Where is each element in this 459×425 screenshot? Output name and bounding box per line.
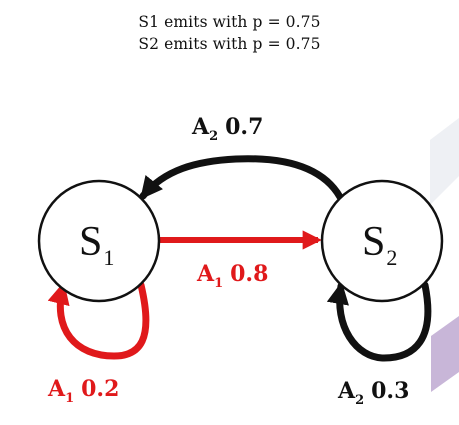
label-s2-to-s1-subscript: 2 <box>209 129 218 144</box>
label-s2-self: A2 0.3 <box>337 378 409 408</box>
decor-gray-shape <box>430 118 459 205</box>
label-s1-to-s2-prob: 0.8 <box>230 261 268 287</box>
state-s1-circle <box>37 179 161 303</box>
label-s1-to-s2: A1 0.8 <box>196 261 268 291</box>
label-s1-self-prob: 0.2 <box>81 376 119 402</box>
label-s1-self-letter: A <box>47 376 66 402</box>
label-s1-self-subscript: 1 <box>65 391 74 406</box>
label-s2-self-letter: A <box>337 378 356 404</box>
label-s1-to-s2-subscript: 1 <box>214 276 223 291</box>
label-s2-self-subscript: 2 <box>355 393 364 408</box>
svg-text:S2: S2 <box>362 219 397 270</box>
edge-s2-self-loop <box>326 281 432 362</box>
label-s2-to-s1-prob: 0.7 <box>225 114 263 140</box>
caption-line-1: S1 emits with p = 0.75 <box>138 13 321 31</box>
label-s2-to-s1-letter: A <box>191 114 210 140</box>
state-s2-letter: S <box>362 219 385 265</box>
label-s2-to-s1: A2 0.7 <box>191 114 263 144</box>
state-s1-subscript: 1 <box>103 245 114 270</box>
decor-purple-shape <box>431 316 459 392</box>
state-s2-subscript: 2 <box>386 245 397 270</box>
state-s1: S1 <box>37 179 161 303</box>
svg-text:S1: S1 <box>79 219 114 270</box>
caption-line-2: S2 emits with p = 0.75 <box>138 35 321 53</box>
label-s1-to-s2-letter: A <box>196 261 215 287</box>
edge-s1-self-loop <box>47 281 150 360</box>
state-s1-letter: S <box>79 219 102 265</box>
label-s2-self-prob: 0.3 <box>371 378 409 404</box>
label-s1-self: A1 0.2 <box>47 376 119 406</box>
state-s2-circle <box>320 179 444 303</box>
edge-s2-to-s1 <box>139 155 344 201</box>
state-s2: S2 <box>320 179 444 303</box>
